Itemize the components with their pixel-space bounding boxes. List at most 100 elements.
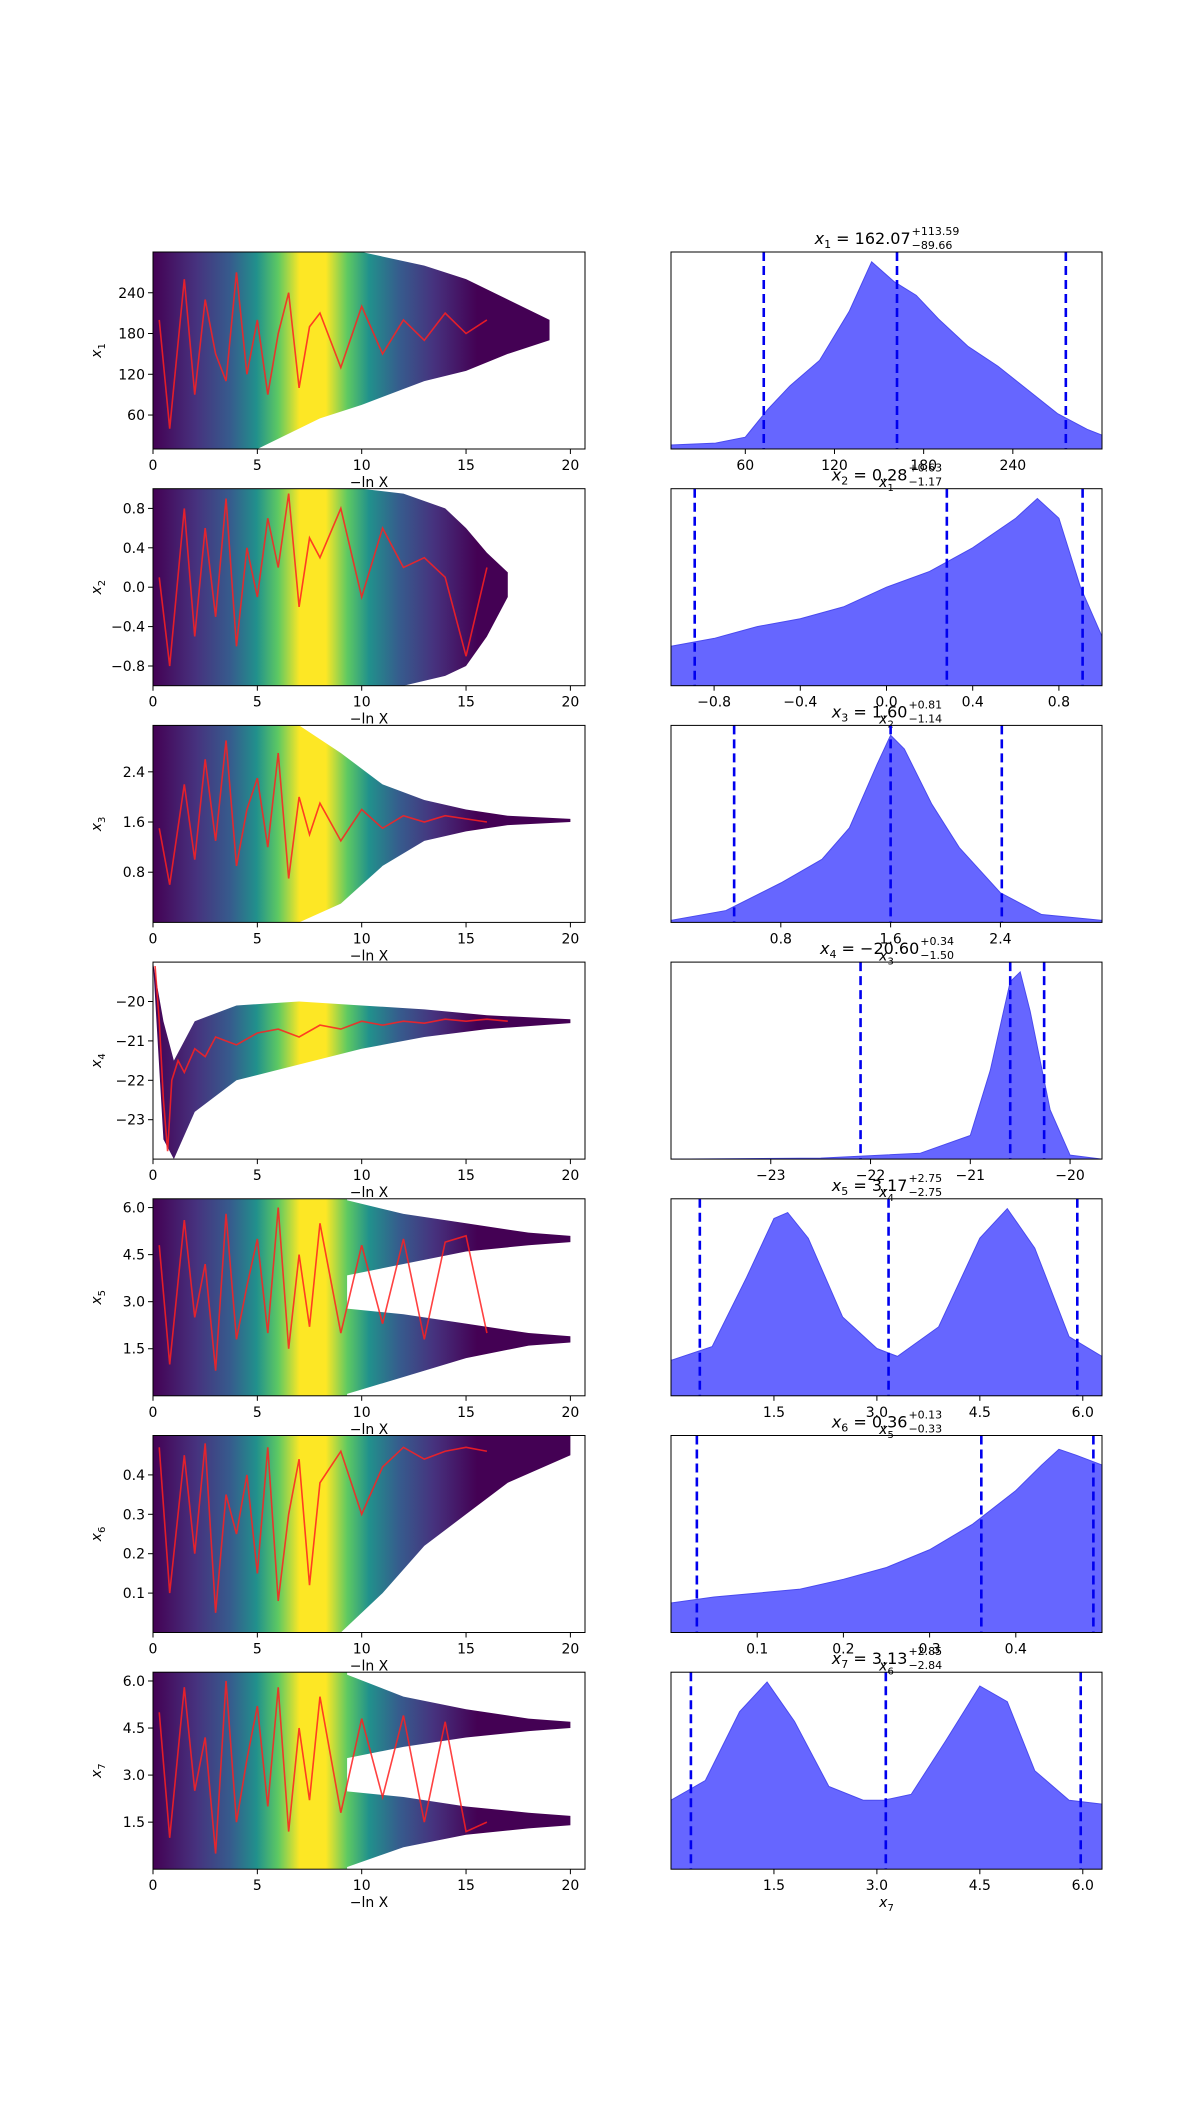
- x-tick-label: 0.2: [832, 1642, 854, 1658]
- title-symbol: x: [814, 229, 825, 248]
- panel: 0.8 1.6 2.4 x3 −ln X 0 5 10 15 20: [89, 724, 586, 964]
- title-upper: +0.63: [908, 462, 942, 475]
- sample-cloud: [340, 1198, 571, 1277]
- panel: 1.53.04.56.0x5−ln X0 5 10 15 20: [89, 1198, 586, 1438]
- y-tick-label: 1.5: [123, 1342, 145, 1358]
- title-sub: 4: [829, 948, 836, 961]
- axes-frame: [152, 1435, 586, 1633]
- sample-cloud: [153, 1672, 348, 1870]
- x-tick-label: 15: [457, 1405, 475, 1421]
- panel: 0.1 0.2 0.3 0.4 x6 −ln X 0 5 10 15 20: [89, 1435, 586, 1675]
- plot-area: [153, 1672, 571, 1870]
- y-label-symbol: x: [89, 1059, 105, 1069]
- x-tick-label: 10: [353, 1405, 371, 1421]
- plot-area: [671, 1198, 1102, 1396]
- axes-frame: [670, 724, 1103, 923]
- density-area: [671, 1207, 1102, 1396]
- x-tick-label: 3.0: [866, 1878, 888, 1894]
- y-axis-label: x7: [89, 1763, 108, 1779]
- y-tick-label: 180: [118, 327, 145, 343]
- x-tick-label: 15: [457, 931, 475, 947]
- y-tick-label: −0.8: [111, 659, 145, 675]
- x-tick-label: 6.0: [1072, 1405, 1094, 1421]
- x-tick-label: 6.0: [1072, 1878, 1094, 1894]
- sample-cloud: [153, 1198, 348, 1396]
- axes-frame: [152, 251, 586, 450]
- x-tick-label: 5: [253, 458, 262, 474]
- title-upper: +0.34: [920, 935, 954, 948]
- title-symbol: x: [831, 1176, 842, 1195]
- title-value: = 162.07: [831, 229, 911, 248]
- plot-area: [671, 725, 1102, 923]
- x-label-symbol: x: [878, 1659, 888, 1675]
- x-tick-label: 0.8: [770, 931, 792, 947]
- x-tick-label: 0: [149, 1878, 158, 1894]
- x-label-symbol: x: [878, 712, 888, 728]
- x-tick-label: 4.5: [969, 1405, 991, 1421]
- y-tick-label: 1.6: [123, 815, 145, 831]
- x-tick-label: 10: [353, 1878, 371, 1894]
- y-label-symbol: x: [89, 1769, 105, 1779]
- axes-frame: [670, 1435, 1103, 1633]
- y-label-symbol: x: [89, 822, 105, 832]
- x-axis-label: −ln X: [350, 712, 389, 728]
- axes-frame: [670, 1198, 1103, 1397]
- title-lower: −2.84: [908, 1659, 942, 1672]
- panel: 60 120 180 240 x1 −ln X 0 5 10 15 20: [89, 251, 586, 491]
- panel-title: x1 = 162.07: [814, 229, 911, 251]
- plot-area: [671, 488, 1102, 686]
- y-tick-label: 240: [118, 286, 145, 302]
- y-tick-label: 4.5: [123, 1721, 145, 1737]
- x-axis-label: −ln X: [350, 1185, 389, 1201]
- title-symbol: x: [831, 466, 842, 485]
- title-upper: +2.85: [908, 1645, 942, 1658]
- title-lower: −0.33: [908, 1423, 942, 1436]
- x-tick-label: 15: [457, 1642, 475, 1658]
- y-label-sub: 7: [97, 1763, 108, 1769]
- x-tick-label: 5: [253, 1878, 262, 1894]
- x-axis-label: −ln X: [350, 1659, 389, 1675]
- plot-area: [671, 962, 1102, 1160]
- title-sub: 2: [841, 475, 848, 488]
- x-tick-label: −22: [856, 1168, 886, 1184]
- x-tick-label: 0.0: [875, 695, 897, 711]
- x-tick-label: 120: [821, 458, 848, 474]
- y-tick-label: 0.0: [123, 580, 145, 596]
- trace-line: [158, 493, 488, 667]
- sample-cloud: [153, 1435, 571, 1633]
- y-tick-label: 0.1: [123, 1586, 145, 1602]
- x-label-symbol: x: [878, 1895, 888, 1911]
- density-area: [671, 734, 1102, 923]
- y-tick-label: −22: [115, 1073, 145, 1089]
- y-label-sub: 6: [97, 1527, 108, 1533]
- y-label-sub: 1: [97, 343, 108, 349]
- y-axis-label: x6: [89, 1527, 108, 1543]
- title-symbol: x: [831, 1649, 842, 1668]
- x-axis-label: −ln X: [350, 1895, 389, 1911]
- x-tick-label: 4.5: [969, 1878, 991, 1894]
- x-tick-label: 60: [736, 458, 754, 474]
- x-axis-label: −ln X: [350, 948, 389, 964]
- x-tick-label: 0: [149, 931, 158, 947]
- x-tick-label: −0.4: [783, 695, 817, 711]
- title-lower: −89.66: [912, 239, 953, 252]
- plot-area: [153, 1435, 571, 1633]
- y-label-sub: 2: [97, 580, 108, 586]
- sample-cloud: [153, 488, 508, 686]
- x-tick-label: 10: [353, 695, 371, 711]
- axes-frame: [152, 724, 586, 923]
- x-tick-label: 5: [253, 1642, 262, 1658]
- sample-cloud: [340, 1672, 571, 1760]
- axes-frame: [670, 488, 1103, 687]
- x-tick-label: 15: [457, 1878, 475, 1894]
- title-value: = 1.60: [848, 702, 907, 721]
- x-tick-label: 20: [561, 1878, 579, 1894]
- y-tick-label: −23: [115, 1113, 145, 1129]
- x-tick-label: 0: [149, 1642, 158, 1658]
- title-upper: +113.59: [912, 225, 960, 238]
- title-value: = −20.60: [836, 939, 919, 958]
- x-tick-label: 1.5: [763, 1878, 785, 1894]
- title-upper: +0.13: [908, 1409, 942, 1422]
